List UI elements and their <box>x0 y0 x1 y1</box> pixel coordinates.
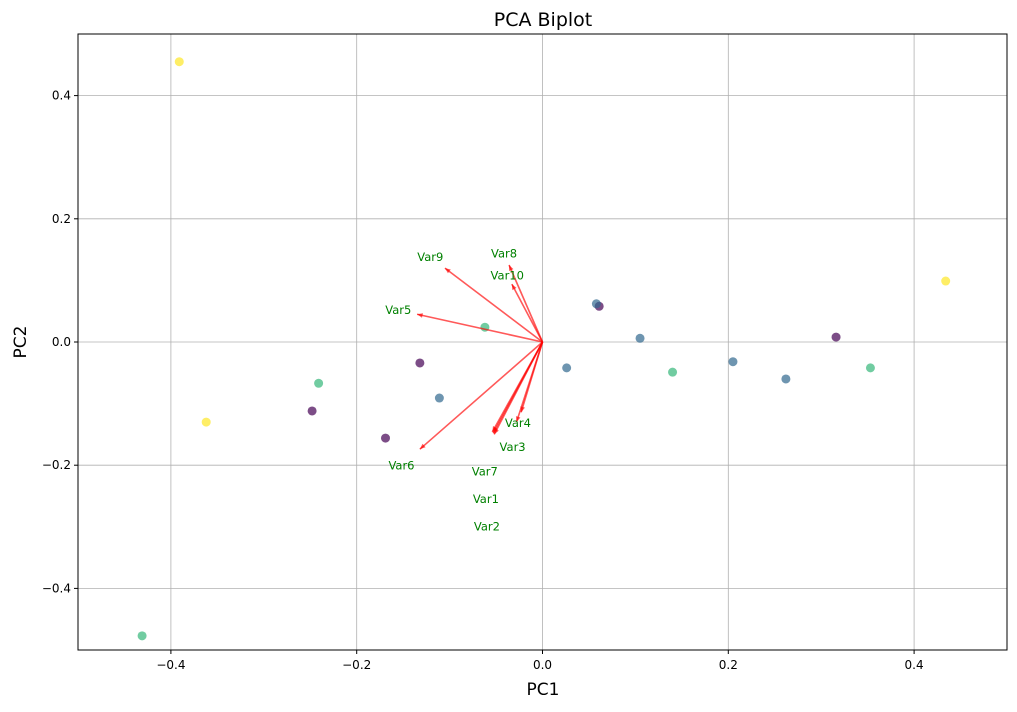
loading-label: Var9 <box>417 250 443 264</box>
arrow-head <box>515 416 521 423</box>
arrow-head <box>419 443 426 450</box>
y-tick-label: −0.2 <box>42 458 71 472</box>
arrow-head <box>520 406 525 413</box>
loading-label: Var5 <box>385 303 411 317</box>
data-point-group-1 <box>781 374 791 384</box>
chart-title: PCA Biplot <box>494 9 593 31</box>
data-point-group-1 <box>591 299 601 309</box>
loading-arrow <box>416 313 543 343</box>
arrow-head <box>444 268 451 274</box>
y-axis-label: PC2 <box>11 326 31 359</box>
ticks: −0.4 −0.2 0.0 0.2 0.4 −0.4 −0.2 0.0 0.2 0.4 <box>42 89 924 672</box>
loading-label: Var10 <box>491 268 524 282</box>
data-point-group-0 <box>415 358 425 368</box>
data-point-group-2 <box>865 363 875 373</box>
loading-label: Var7 <box>472 464 498 478</box>
arrow-head <box>417 313 423 318</box>
data-point-group-1 <box>562 363 572 373</box>
x-tick-label: 0.0 <box>533 658 552 672</box>
arrow-head <box>492 425 498 432</box>
data-point-group-1 <box>728 357 738 367</box>
loading-arrows <box>416 264 544 450</box>
y-tick-label: 0.2 <box>52 212 71 226</box>
loading-label: Var3 <box>500 440 526 454</box>
data-point-group-2 <box>668 367 678 377</box>
data-point-group-2 <box>314 378 324 388</box>
data-point-group-1 <box>434 393 444 403</box>
y-tick-label: −0.4 <box>42 581 71 595</box>
loading-label: Var4 <box>505 416 531 430</box>
arrow-head <box>511 284 517 291</box>
loading-arrow <box>419 341 544 450</box>
points <box>137 57 951 641</box>
data-point-group-3 <box>941 276 951 286</box>
loading-arrow <box>491 341 544 433</box>
plot-frame <box>77 33 1008 651</box>
data-point-group-3 <box>174 57 184 67</box>
data-point-group-2 <box>137 631 147 641</box>
loading-arrow <box>511 283 544 343</box>
x-tick-label: 0.2 <box>719 658 738 672</box>
x-tick-label: −0.2 <box>342 658 371 672</box>
loading-arrow <box>508 264 544 343</box>
arrow-head <box>509 265 514 271</box>
data-point-group-3 <box>201 417 211 427</box>
arrow-head <box>494 428 499 435</box>
loading-label: Var8 <box>491 246 517 260</box>
data-point-group-0 <box>831 332 841 342</box>
loading-label: Var6 <box>388 458 414 472</box>
grid <box>78 34 1007 650</box>
data-point-group-0 <box>380 433 390 443</box>
x-axis-label: PC1 <box>527 680 560 700</box>
data-point-group-0 <box>307 406 317 416</box>
x-tick-label: 0.4 <box>905 658 924 672</box>
x-tick-label: −0.4 <box>156 658 185 672</box>
data-point-group-1 <box>635 333 645 343</box>
y-tick-label: 0.4 <box>52 89 71 103</box>
loading-label: Var1 <box>473 492 499 506</box>
loading-label: Var2 <box>474 519 500 533</box>
loading-arrow <box>444 267 543 343</box>
y-tick-label: 0.0 <box>52 335 71 349</box>
loading-arrow <box>520 341 544 413</box>
